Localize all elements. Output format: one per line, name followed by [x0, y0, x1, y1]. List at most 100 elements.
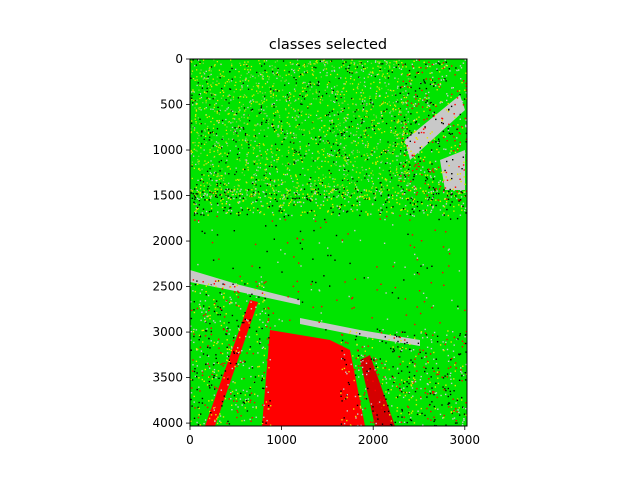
noise-pixel — [359, 239, 362, 242]
noise-pixel — [214, 190, 216, 193]
canopy-pixel — [301, 159, 303, 161]
noise-pixel — [263, 286, 265, 288]
noise-pixel — [264, 195, 266, 197]
canopy-pixel — [337, 195, 340, 197]
canopy-pixel — [306, 183, 308, 185]
noise-pixel — [262, 421, 264, 423]
canopy-pixel — [345, 175, 347, 177]
noise-pixel — [441, 75, 443, 78]
canopy-pixel — [245, 161, 248, 163]
canopy-pixel — [224, 110, 226, 112]
noise-pixel — [250, 392, 253, 394]
canopy-pixel — [297, 153, 299, 155]
noise-pixel — [461, 396, 463, 399]
canopy-pixel — [264, 69, 266, 72]
canopy-pixel — [318, 135, 320, 138]
noise-pixel — [247, 293, 249, 295]
noise-pixel — [435, 85, 437, 87]
canopy-pixel — [286, 156, 288, 158]
noise-pixel — [401, 408, 403, 411]
noise-pixel — [443, 148, 445, 150]
noise-pixel — [261, 378, 264, 380]
noise-pixel — [413, 188, 416, 191]
noise-pixel — [255, 188, 257, 190]
noise-pixel — [360, 361, 362, 363]
noise-pixel — [414, 186, 416, 188]
canopy-pixel — [390, 130, 392, 132]
canopy-pixel — [379, 128, 382, 130]
noise-pixel — [403, 174, 406, 176]
canopy-pixel — [397, 78, 400, 80]
noise-pixel — [377, 418, 379, 420]
noise-pixel — [198, 334, 201, 337]
noise-pixel — [356, 197, 358, 200]
noise-pixel — [199, 346, 202, 348]
canopy-pixel — [381, 186, 383, 188]
canopy-pixel — [225, 194, 227, 196]
noise-pixel — [447, 194, 450, 197]
canopy-pixel — [221, 138, 223, 140]
noise-pixel — [383, 242, 386, 244]
canopy-pixel — [253, 129, 255, 131]
noise-pixel — [259, 338, 261, 340]
canopy-pixel — [392, 142, 395, 144]
canopy-pixel — [217, 175, 219, 177]
noise-pixel — [443, 349, 445, 352]
noise-pixel — [284, 219, 287, 221]
canopy-pixel — [377, 128, 379, 130]
noise-pixel — [271, 220, 274, 222]
canopy-pixel — [381, 151, 383, 154]
noise-pixel — [424, 392, 427, 394]
canopy-pixel — [333, 185, 335, 187]
canopy-pixel — [210, 70, 212, 72]
canopy-pixel — [382, 73, 384, 75]
noise-pixel — [428, 168, 430, 170]
y-tick-label: 3000 — [152, 325, 183, 339]
canopy-pixel — [351, 71, 353, 73]
canopy-pixel — [365, 110, 367, 112]
noise-pixel — [447, 387, 449, 390]
noise-pixel — [202, 208, 205, 210]
noise-pixel — [445, 389, 447, 392]
canopy-pixel — [198, 160, 200, 162]
noise-pixel — [433, 171, 435, 173]
canopy-pixel — [309, 89, 311, 91]
noise-pixel — [391, 375, 393, 377]
canopy-pixel — [198, 155, 200, 157]
noise-pixel — [208, 337, 210, 340]
noise-pixel — [428, 191, 430, 194]
noise-pixel — [221, 309, 223, 311]
noise-pixel — [433, 393, 435, 396]
canopy-pixel — [306, 94, 308, 96]
canopy-pixel — [254, 135, 256, 137]
noise-pixel — [314, 214, 316, 216]
noise-pixel — [363, 345, 366, 348]
noise-pixel — [366, 337, 369, 339]
canopy-pixel — [302, 133, 304, 136]
canopy-pixel — [363, 133, 365, 135]
canopy-pixel — [394, 135, 396, 137]
canopy-pixel — [350, 132, 352, 135]
canopy-pixel — [336, 97, 338, 100]
canopy-pixel — [371, 127, 374, 130]
canopy-pixel — [210, 92, 212, 94]
canopy-pixel — [310, 103, 313, 105]
noise-pixel — [417, 353, 420, 355]
noise-pixel — [433, 405, 435, 408]
canopy-pixel — [210, 191, 212, 193]
noise-pixel — [423, 366, 425, 368]
noise-pixel — [286, 197, 289, 200]
noise-pixel — [220, 324, 223, 327]
canopy-pixel — [343, 117, 345, 119]
noise-pixel — [209, 410, 211, 413]
canopy-pixel — [336, 73, 339, 76]
noise-pixel — [459, 214, 462, 216]
noise-pixel — [372, 203, 374, 205]
canopy-pixel — [372, 185, 374, 188]
noise-pixel — [219, 307, 221, 309]
canopy-pixel — [224, 189, 226, 191]
canopy-pixel — [368, 180, 370, 182]
canopy-pixel — [326, 140, 328, 142]
noise-pixel — [370, 358, 373, 360]
canopy-pixel — [295, 176, 297, 178]
